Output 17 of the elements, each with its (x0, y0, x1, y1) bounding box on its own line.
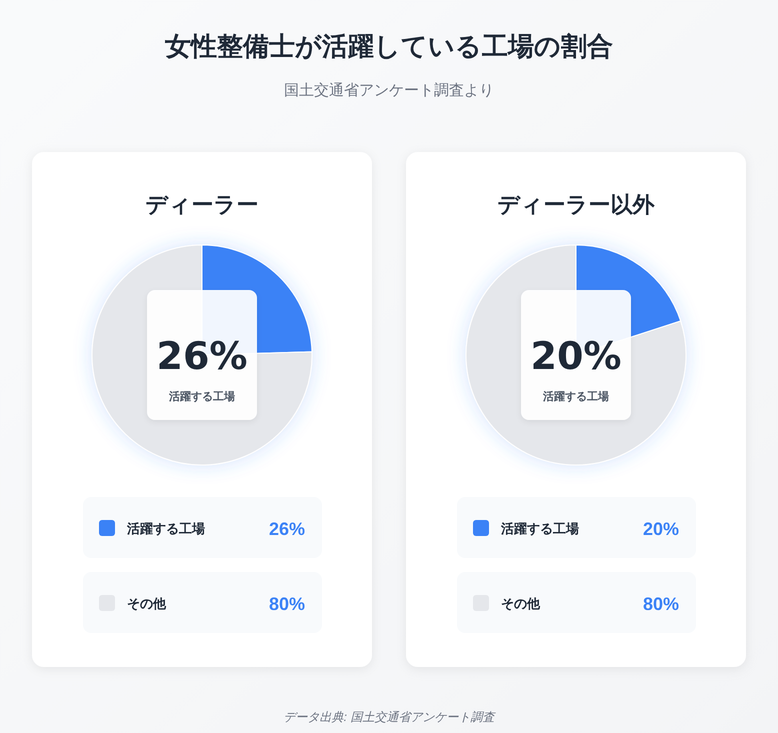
text: 20% (530, 334, 622, 378)
legend-label: 活躍する工場 (500, 521, 579, 536)
category-label: 活躍する工場 (543, 391, 609, 403)
data-label: 20% (642, 519, 679, 539)
chart-title: ディーラー (146, 192, 258, 217)
text: データ出典: 国土交通省アンケート調査 (284, 710, 496, 724)
data-label: 26% (268, 519, 305, 539)
text: 26% (156, 334, 248, 378)
text: 国土交通省アンケート調査より (284, 82, 494, 99)
legend-label: その他 (127, 596, 167, 611)
data-label: 80% (268, 594, 305, 614)
category-label: 活躍する工場 (169, 391, 235, 403)
chart-title: ディーラー以外 (498, 192, 656, 217)
text: 女性整備士が活躍している工場の割合 (164, 31, 613, 61)
data-label: 80% (642, 594, 679, 614)
legend-label: 活躍する工場 (126, 521, 205, 536)
legend-label: その他 (501, 596, 541, 611)
